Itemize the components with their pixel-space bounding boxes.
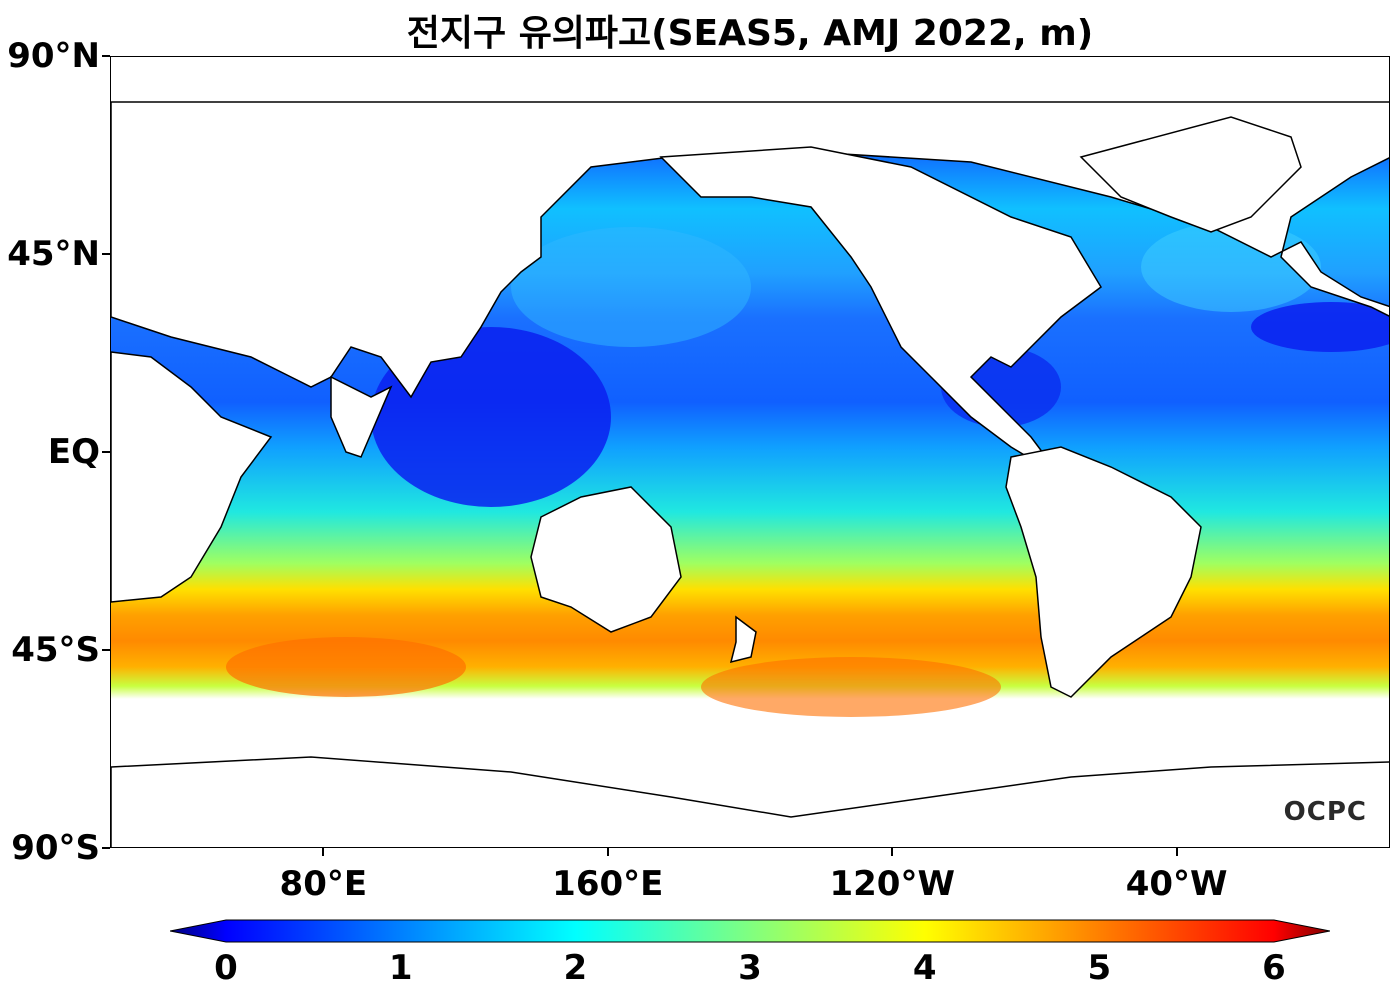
land-africa: [111, 351, 273, 603]
southern-ocean-max-pacific: [701, 657, 1001, 717]
maritime-continent-low: [371, 327, 611, 507]
lat-tick: [102, 649, 110, 651]
land-eurasia: [111, 101, 1389, 399]
lon-tick: [1175, 848, 1178, 856]
lat-tick-label: EQ: [47, 432, 100, 472]
mediterranean-low: [1251, 302, 1389, 352]
land-new-zealand: [729, 615, 757, 664]
lon-tick: [606, 848, 609, 856]
land-antarctica: [111, 756, 1389, 847]
map-svg: [111, 101, 1389, 847]
map-frame: OCPC: [110, 56, 1390, 848]
colorbar-tick-label: 1: [388, 948, 413, 988]
lon-tick-label: 40°W: [1125, 864, 1228, 904]
lat-tick: [102, 55, 110, 57]
north-pacific-max: [511, 227, 751, 347]
colorbar-body: [170, 919, 1330, 943]
lon-tick: [891, 848, 894, 856]
ocpc-logo: OCPC: [1283, 797, 1367, 827]
colorbar-tick-label: 5: [1087, 948, 1112, 988]
colorbar-tick-label: 3: [738, 948, 762, 988]
colorbar-tick-label: 6: [1262, 948, 1286, 988]
lon-tick-label: 160°E: [552, 864, 664, 904]
land-india: [330, 375, 393, 458]
colorbar-tick-label: 4: [912, 948, 937, 988]
lon-tick-label: 120°W: [829, 864, 955, 904]
lat-tick: [102, 253, 110, 255]
chart-title: 전지구 유의파고(SEAS5, AMJ 2022, m): [406, 13, 1094, 54]
southern-ocean-max-indian: [226, 637, 466, 697]
lat-tick-label: 90°S: [11, 828, 100, 868]
land-greenland: [1079, 116, 1302, 233]
lon-tick: [322, 848, 325, 856]
lon-tick-label: 80°E: [279, 864, 368, 904]
lat-tick-label: 90°N: [7, 36, 100, 76]
colorbar: [170, 919, 1330, 943]
lat-tick: [102, 451, 110, 453]
colorbar-tick-label: 2: [563, 948, 588, 988]
colorbar-tick-label: 0: [214, 948, 238, 988]
land-south-america: [1005, 446, 1202, 698]
land-australia: [530, 486, 682, 633]
lat-tick-label: 45°N: [7, 234, 100, 274]
lat-tick-label: 45°S: [11, 630, 100, 670]
lat-tick: [102, 847, 110, 849]
